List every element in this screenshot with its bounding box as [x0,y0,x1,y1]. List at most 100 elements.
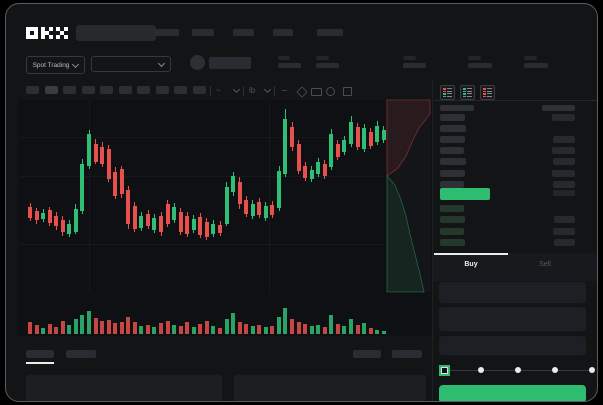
tab-buy[interactable]: Buy [464,261,478,268]
volume-bar [165,321,170,334]
timeframe-button[interactable] [26,86,39,94]
volume-bar [329,315,334,334]
timeframe-button[interactable] [155,86,169,94]
stat-value [278,63,301,68]
slider-stop[interactable] [589,367,595,373]
total-input[interactable] [439,336,586,355]
bottom-action-1[interactable] [353,350,381,358]
volume-bar [257,325,262,334]
orderbook-both-icon[interactable] [440,85,455,100]
candle-body [41,213,46,219]
volume-bar [145,325,150,334]
logo-pixel [26,35,30,39]
bid-row-price[interactable] [440,216,465,224]
volume-bar [211,326,216,334]
pair-selector-dropdown[interactable] [91,56,171,72]
bid-row-price[interactable] [440,205,464,212]
slider-handle[interactable] [439,365,450,376]
amount-input[interactable] [439,307,586,331]
ask-row-price[interactable] [440,158,466,166]
ask-row-amount [553,136,575,144]
slider-stop[interactable] [478,367,484,373]
candle-body [93,144,98,162]
edit-icon[interactable] [296,86,308,98]
volume-bar [100,321,104,334]
timeframe-button[interactable] [192,86,206,94]
market-type-dropdown[interactable]: Spot Trading [26,56,85,74]
ask-row-price[interactable] [440,136,465,144]
volume-bar [191,327,196,334]
last-price-badge[interactable] [440,188,490,200]
logo-pixel [34,31,38,35]
chart-type-chevron-icon[interactable] [232,85,241,94]
timeframe-button[interactable] [118,86,132,94]
buy-tab-underline [434,253,508,255]
bottom-action-2[interactable] [392,350,422,358]
buy-button[interactable] [439,385,586,401]
volume-bar [231,313,235,334]
camera-icon[interactable] [311,88,322,96]
indicator-chevron-icon[interactable] [263,85,272,94]
ask-row-price[interactable] [440,169,465,177]
candle-body [34,211,39,220]
settings-icon[interactable] [326,87,335,96]
icon-line [447,90,452,92]
volume-bar [375,330,380,334]
ask-row-price[interactable] [440,125,466,133]
bid-row-price[interactable] [440,227,464,235]
candle-body [237,182,242,204]
chevron-down-icon [157,59,166,67]
logo-pixel [60,31,64,35]
ask-row-price[interactable] [440,180,464,188]
last-price-placeholder [209,57,251,69]
logo-pixel [56,27,60,31]
stat-value [468,63,492,68]
ask-row-price[interactable] [440,147,464,155]
timeframe-button[interactable] [44,86,58,94]
line-tool-icon[interactable]: ∼ [281,86,288,95]
volume-bar [250,326,255,334]
bottom-tab-active[interactable] [26,350,54,358]
nav-item-2[interactable] [192,29,214,36]
slider-stop[interactable] [515,367,521,373]
bottom-tab-2[interactable] [66,350,96,358]
icon-line [467,88,472,90]
bid-row-price[interactable] [440,239,465,247]
orderbook-header-divider [434,100,597,101]
candle-body [283,119,288,174]
nav-item-5[interactable] [317,29,343,36]
orderbook-asks-icon[interactable] [480,85,495,100]
candle-body [375,126,380,142]
candle-body [80,164,85,211]
nav-item-3[interactable] [233,29,254,36]
timeframe-button[interactable] [174,86,187,94]
ask-row-amount [552,114,575,121]
candle-body [106,149,111,179]
candle-body [47,210,52,223]
fullscreen-icon[interactable] [343,87,352,96]
volume-bar [237,322,242,334]
candle-body [309,170,314,179]
nav-item-1[interactable] [154,29,179,36]
candle-body [355,127,360,147]
volume-bar [335,324,340,334]
icon-square [483,90,486,93]
timeframe-button[interactable] [137,86,150,94]
timeframe-button[interactable] [100,86,113,94]
timeframe-button[interactable] [81,86,95,94]
timeframe-button[interactable] [63,86,76,94]
logo-pixel [30,35,34,39]
orderbook-bids-icon[interactable] [460,85,475,100]
volume-bar [106,320,111,334]
slider-stop[interactable] [552,367,558,373]
ask-row-price[interactable] [440,114,465,121]
indicator-icon[interactable]: lb [249,86,256,95]
price-input[interactable] [439,282,586,303]
candle-body [100,147,104,164]
tab-sell[interactable]: Sell [539,261,551,268]
nav-item-4[interactable] [273,29,293,36]
ask-row-amount [553,158,575,166]
chart-type-icon[interactable]: ~ [216,86,221,95]
search-input[interactable] [76,25,156,41]
icon-square [443,95,446,98]
